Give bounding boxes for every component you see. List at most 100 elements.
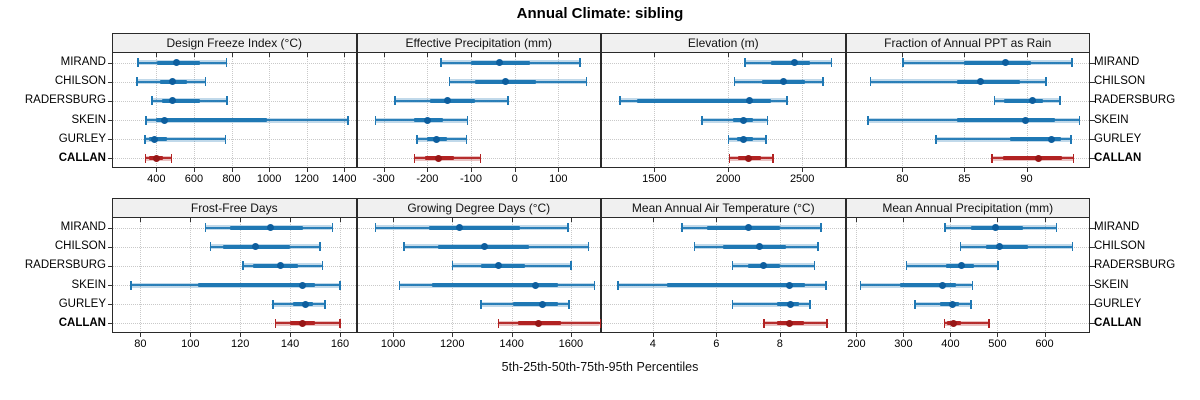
- panel-mean-annual-air-temperature-c: Mean Annual Air Temperature (°C) 4 6 8: [601, 198, 847, 350]
- axis-tick-label: 600: [1035, 338, 1054, 350]
- range-25-75: [899, 283, 956, 288]
- station-label-left-radersburg: RADERSBURG: [24, 259, 106, 272]
- axis-tick-top: [1026, 53, 1028, 57]
- median-dot: [299, 319, 307, 327]
- axis-tick-label: 800: [222, 173, 241, 185]
- gridline-v: [190, 218, 192, 333]
- axis-caption: 5th-25th-50th-75th-95th Percentiles: [501, 360, 699, 374]
- cap-95th: [170, 153, 173, 163]
- range-25-75: [722, 244, 787, 249]
- gridline-v: [393, 218, 395, 333]
- panel-header-mean-annual-air-temperature-c: Mean Annual Air Temperature (°C): [601, 198, 846, 218]
- axis-tick-left: [108, 227, 113, 229]
- cap-95th: [821, 77, 824, 87]
- median-dot: [502, 78, 510, 86]
- axis-tick-label: 2500: [789, 173, 815, 185]
- median-dot: [939, 281, 947, 289]
- axis-tick-top: [340, 218, 341, 222]
- gridline-v: [140, 218, 142, 333]
- gridline-h: [113, 81, 358, 83]
- gridline-v: [654, 53, 656, 168]
- panel-header-elevation-m: Elevation (m): [601, 33, 846, 53]
- cap-5th: [991, 153, 993, 163]
- axis-tick-label: 1600: [558, 338, 584, 350]
- range-25-75: [706, 225, 780, 230]
- cap-95th: [971, 280, 974, 290]
- gridline-v: [964, 53, 966, 168]
- gridline-h: [113, 62, 358, 64]
- station-label-right-callan: CALLAN: [1094, 316, 1142, 329]
- range-25-75: [480, 263, 525, 268]
- axis-tick-top: [344, 53, 346, 57]
- cap-95th: [1072, 153, 1075, 163]
- axis-tick-bottom: [511, 332, 513, 337]
- median-dot: [744, 224, 752, 232]
- cap-5th: [480, 299, 482, 309]
- cap-5th: [130, 280, 132, 290]
- axis-tick-left: [108, 139, 113, 141]
- median-dot: [785, 319, 793, 327]
- axis-tick-top: [856, 218, 858, 222]
- median-dot: [432, 135, 440, 143]
- axis-tick-top: [1044, 218, 1046, 222]
- cap-95th: [813, 261, 816, 271]
- median-dot: [495, 59, 503, 67]
- range-5-95: [144, 138, 226, 141]
- axis-tick-label: 140: [280, 338, 300, 350]
- cap-5th: [731, 299, 734, 309]
- axis-tick-bottom: [340, 332, 341, 337]
- axis-tick-label: 1400: [332, 173, 357, 185]
- cap-95th: [1070, 134, 1072, 144]
- gridline-h: [357, 304, 602, 306]
- cap-95th: [996, 261, 999, 271]
- panel-header-frost-free-days: Frost-Free Days: [112, 198, 357, 218]
- median-dot: [266, 224, 274, 232]
- cap-5th: [451, 261, 454, 271]
- cap-5th: [901, 58, 904, 68]
- range-25-75: [197, 283, 316, 288]
- cap-95th: [599, 318, 602, 328]
- median-dot: [957, 262, 965, 270]
- cap-5th: [497, 318, 500, 328]
- gridline-h: [113, 139, 358, 141]
- axis-tick-label: 80: [896, 173, 909, 185]
- axis-tick-top: [779, 218, 781, 222]
- panel-design-freeze-index-c: Design Freeze Index (°C) 400 600 800 1000 120…: [108, 33, 358, 185]
- cap-95th: [339, 280, 341, 290]
- cap-95th: [465, 134, 468, 144]
- gridline-v: [802, 53, 804, 168]
- axis-tick-left: [108, 158, 113, 160]
- gridline-v: [570, 218, 572, 333]
- axis-tick-right: [1090, 120, 1095, 122]
- cap-95th: [593, 280, 596, 290]
- gridline-v: [306, 53, 308, 168]
- range-25-75: [513, 302, 558, 307]
- range-25-75: [637, 98, 772, 103]
- axis-tick-top: [306, 53, 308, 57]
- axis-tick-top: [802, 53, 804, 57]
- axis-tick-label: 160: [330, 338, 350, 350]
- gridline-v: [231, 53, 233, 168]
- median-dot: [785, 281, 793, 289]
- cap-95th: [826, 318, 829, 328]
- station-label-right-chilson: CHILSON: [1094, 75, 1146, 88]
- gridline-v: [950, 218, 952, 333]
- range-25-75: [771, 60, 810, 65]
- cap-95th: [587, 242, 590, 252]
- axis-tick-bottom: [514, 167, 516, 172]
- cap-5th: [763, 318, 766, 328]
- axis-tick-right: [1090, 139, 1095, 141]
- axis-tick-bottom: [964, 167, 966, 172]
- median-dot: [434, 154, 442, 162]
- axis-tick-top: [964, 53, 966, 57]
- gridline-v: [779, 218, 781, 333]
- median-dot: [534, 319, 542, 327]
- axis-tick-bottom: [140, 332, 142, 337]
- station-label-left-skein: SKEIN: [71, 113, 106, 126]
- axis-tick-top: [269, 53, 271, 57]
- cap-95th: [579, 58, 581, 68]
- axis-tick-top: [997, 218, 999, 222]
- station-label-right-mirand: MIRAND: [1094, 221, 1140, 234]
- gridline-v: [471, 53, 472, 168]
- axis-tick-top: [140, 218, 142, 222]
